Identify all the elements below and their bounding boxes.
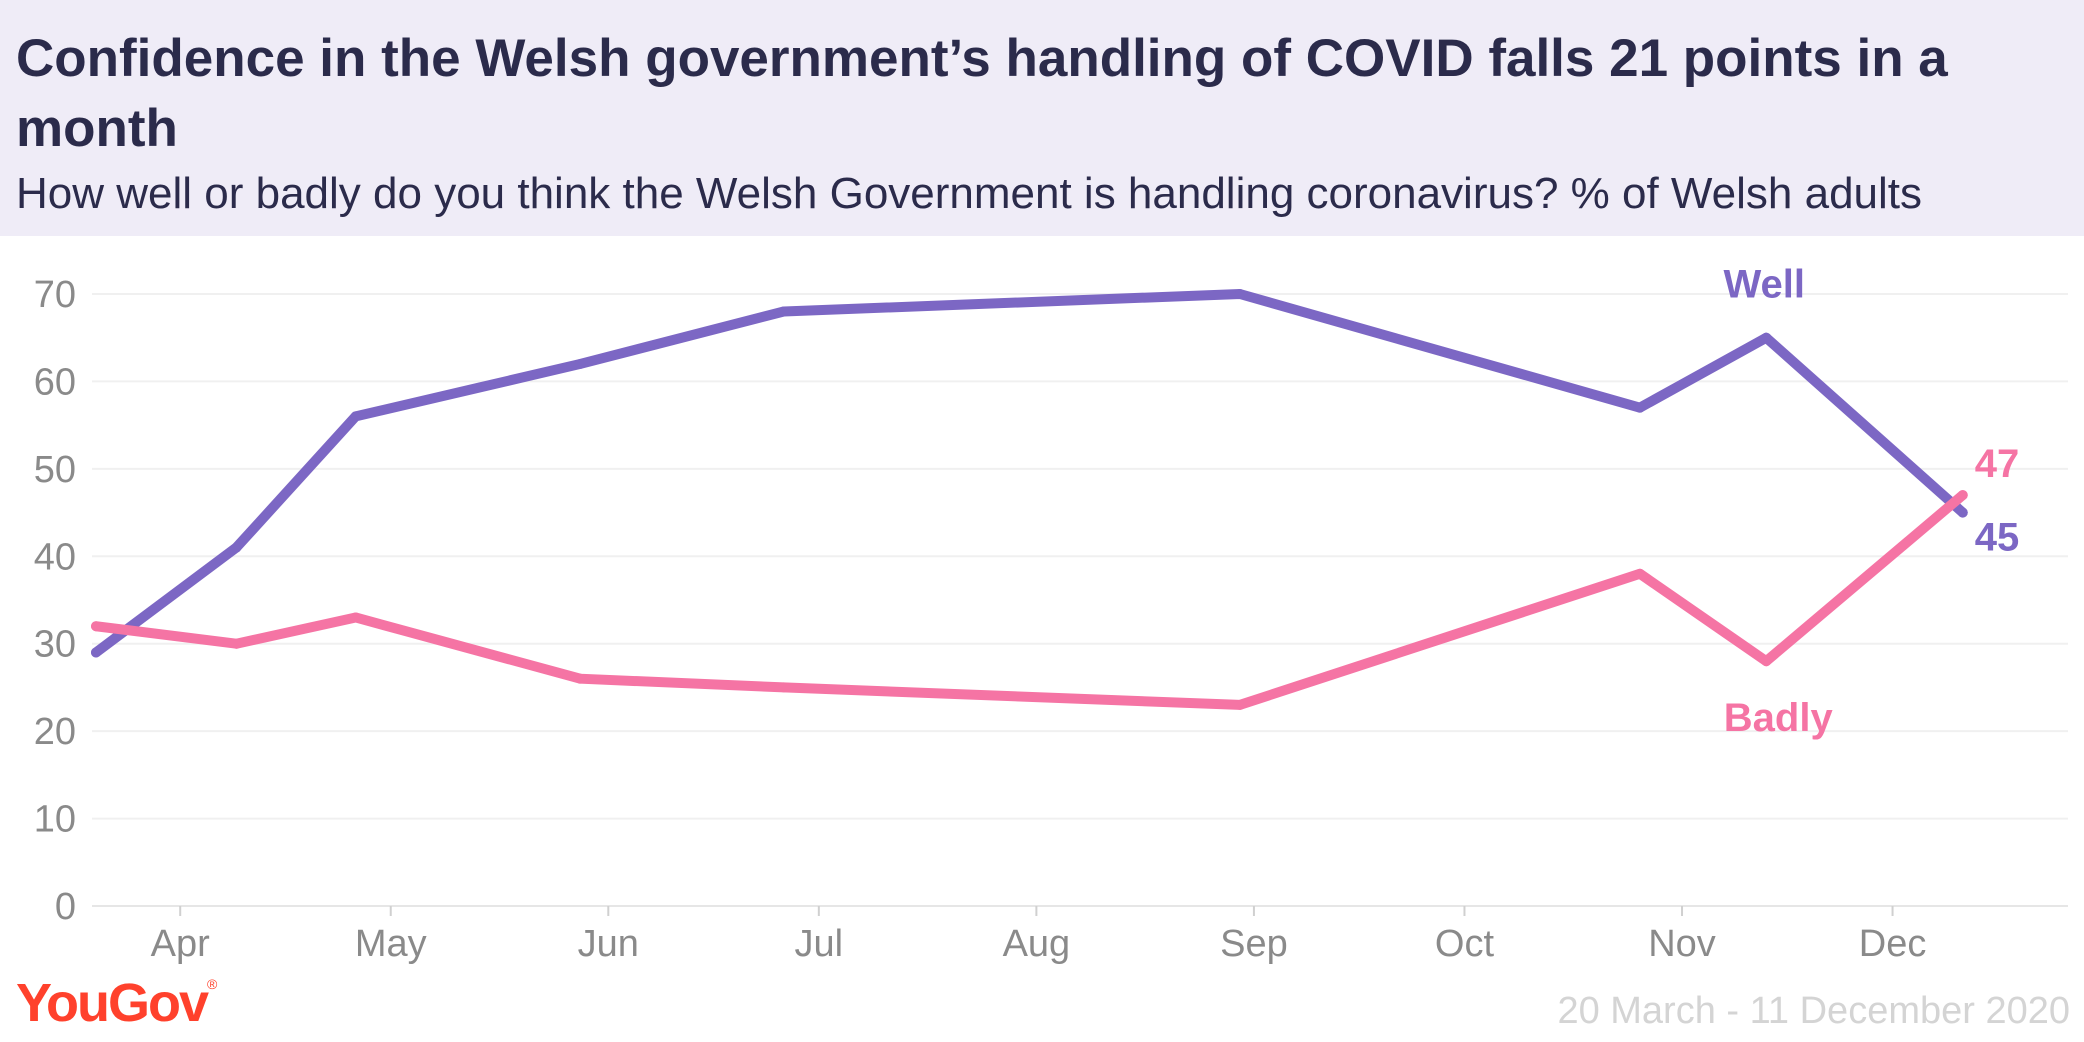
data-point bbox=[350, 612, 361, 623]
x-tick-label: May bbox=[355, 923, 427, 965]
chart-subtitle: How well or badly do you think the Welsh… bbox=[16, 169, 1923, 218]
x-tick-label: Jul bbox=[795, 923, 844, 965]
series-label-badly: Badly bbox=[1724, 696, 1834, 740]
y-tick-label: 20 bbox=[34, 711, 76, 753]
data-point bbox=[1761, 332, 1772, 343]
date-range: 20 March - 11 December 2020 bbox=[1557, 990, 2070, 1032]
y-tick-label: 10 bbox=[34, 799, 76, 841]
x-tick-label: Aug bbox=[1003, 923, 1071, 965]
end-label-badly: 47 bbox=[1975, 442, 2020, 486]
data-point bbox=[575, 358, 586, 369]
data-point bbox=[231, 638, 242, 649]
y-tick-label: 60 bbox=[34, 361, 76, 403]
data-point bbox=[350, 411, 361, 422]
end-label-well: 45 bbox=[1975, 516, 2020, 560]
data-point bbox=[778, 306, 789, 317]
y-tick-label: 0 bbox=[55, 886, 76, 928]
series-label-well: Well bbox=[1723, 263, 1805, 307]
series-badly bbox=[91, 490, 1968, 710]
data-point bbox=[575, 673, 586, 684]
data-point bbox=[91, 621, 101, 632]
data-point bbox=[1234, 699, 1245, 710]
x-tick-label: Sep bbox=[1220, 923, 1288, 965]
data-point bbox=[231, 542, 242, 553]
x-tick-label: Oct bbox=[1435, 923, 1495, 965]
data-point bbox=[1634, 402, 1645, 413]
series-well bbox=[91, 289, 1968, 658]
yougov-logo: YouGov® bbox=[16, 972, 217, 1034]
x-tick-label: Jun bbox=[578, 923, 639, 965]
logo-text: YouGov bbox=[16, 973, 209, 1033]
y-tick-label: 30 bbox=[34, 624, 76, 666]
data-point bbox=[1957, 507, 1968, 518]
chart-title: Confidence in the Welsh government’s han… bbox=[16, 29, 1948, 158]
line-chart: 0 10 20 30 40 50 60 70 Apr May Jun Jul Aug Sep Oct Nov D… bbox=[34, 263, 2068, 965]
y-tick-label: 40 bbox=[34, 536, 76, 578]
x-tick-label: Nov bbox=[1648, 923, 1716, 965]
data-point bbox=[1957, 490, 1968, 501]
x-tick-label: Dec bbox=[1859, 923, 1927, 965]
series-line-badly bbox=[91, 490, 1968, 710]
data-point bbox=[1634, 568, 1645, 579]
data-point bbox=[91, 647, 101, 658]
data-point bbox=[778, 682, 789, 693]
y-tick-label: 50 bbox=[34, 449, 76, 491]
x-tick-label: Apr bbox=[151, 923, 210, 965]
gridlines bbox=[92, 293, 2068, 907]
data-point bbox=[1761, 656, 1772, 667]
y-tick-label: 70 bbox=[34, 274, 76, 316]
registered-mark: ® bbox=[207, 976, 218, 992]
header: Confidence in the Welsh government’s han… bbox=[0, 0, 2084, 236]
data-point bbox=[1234, 289, 1245, 299]
